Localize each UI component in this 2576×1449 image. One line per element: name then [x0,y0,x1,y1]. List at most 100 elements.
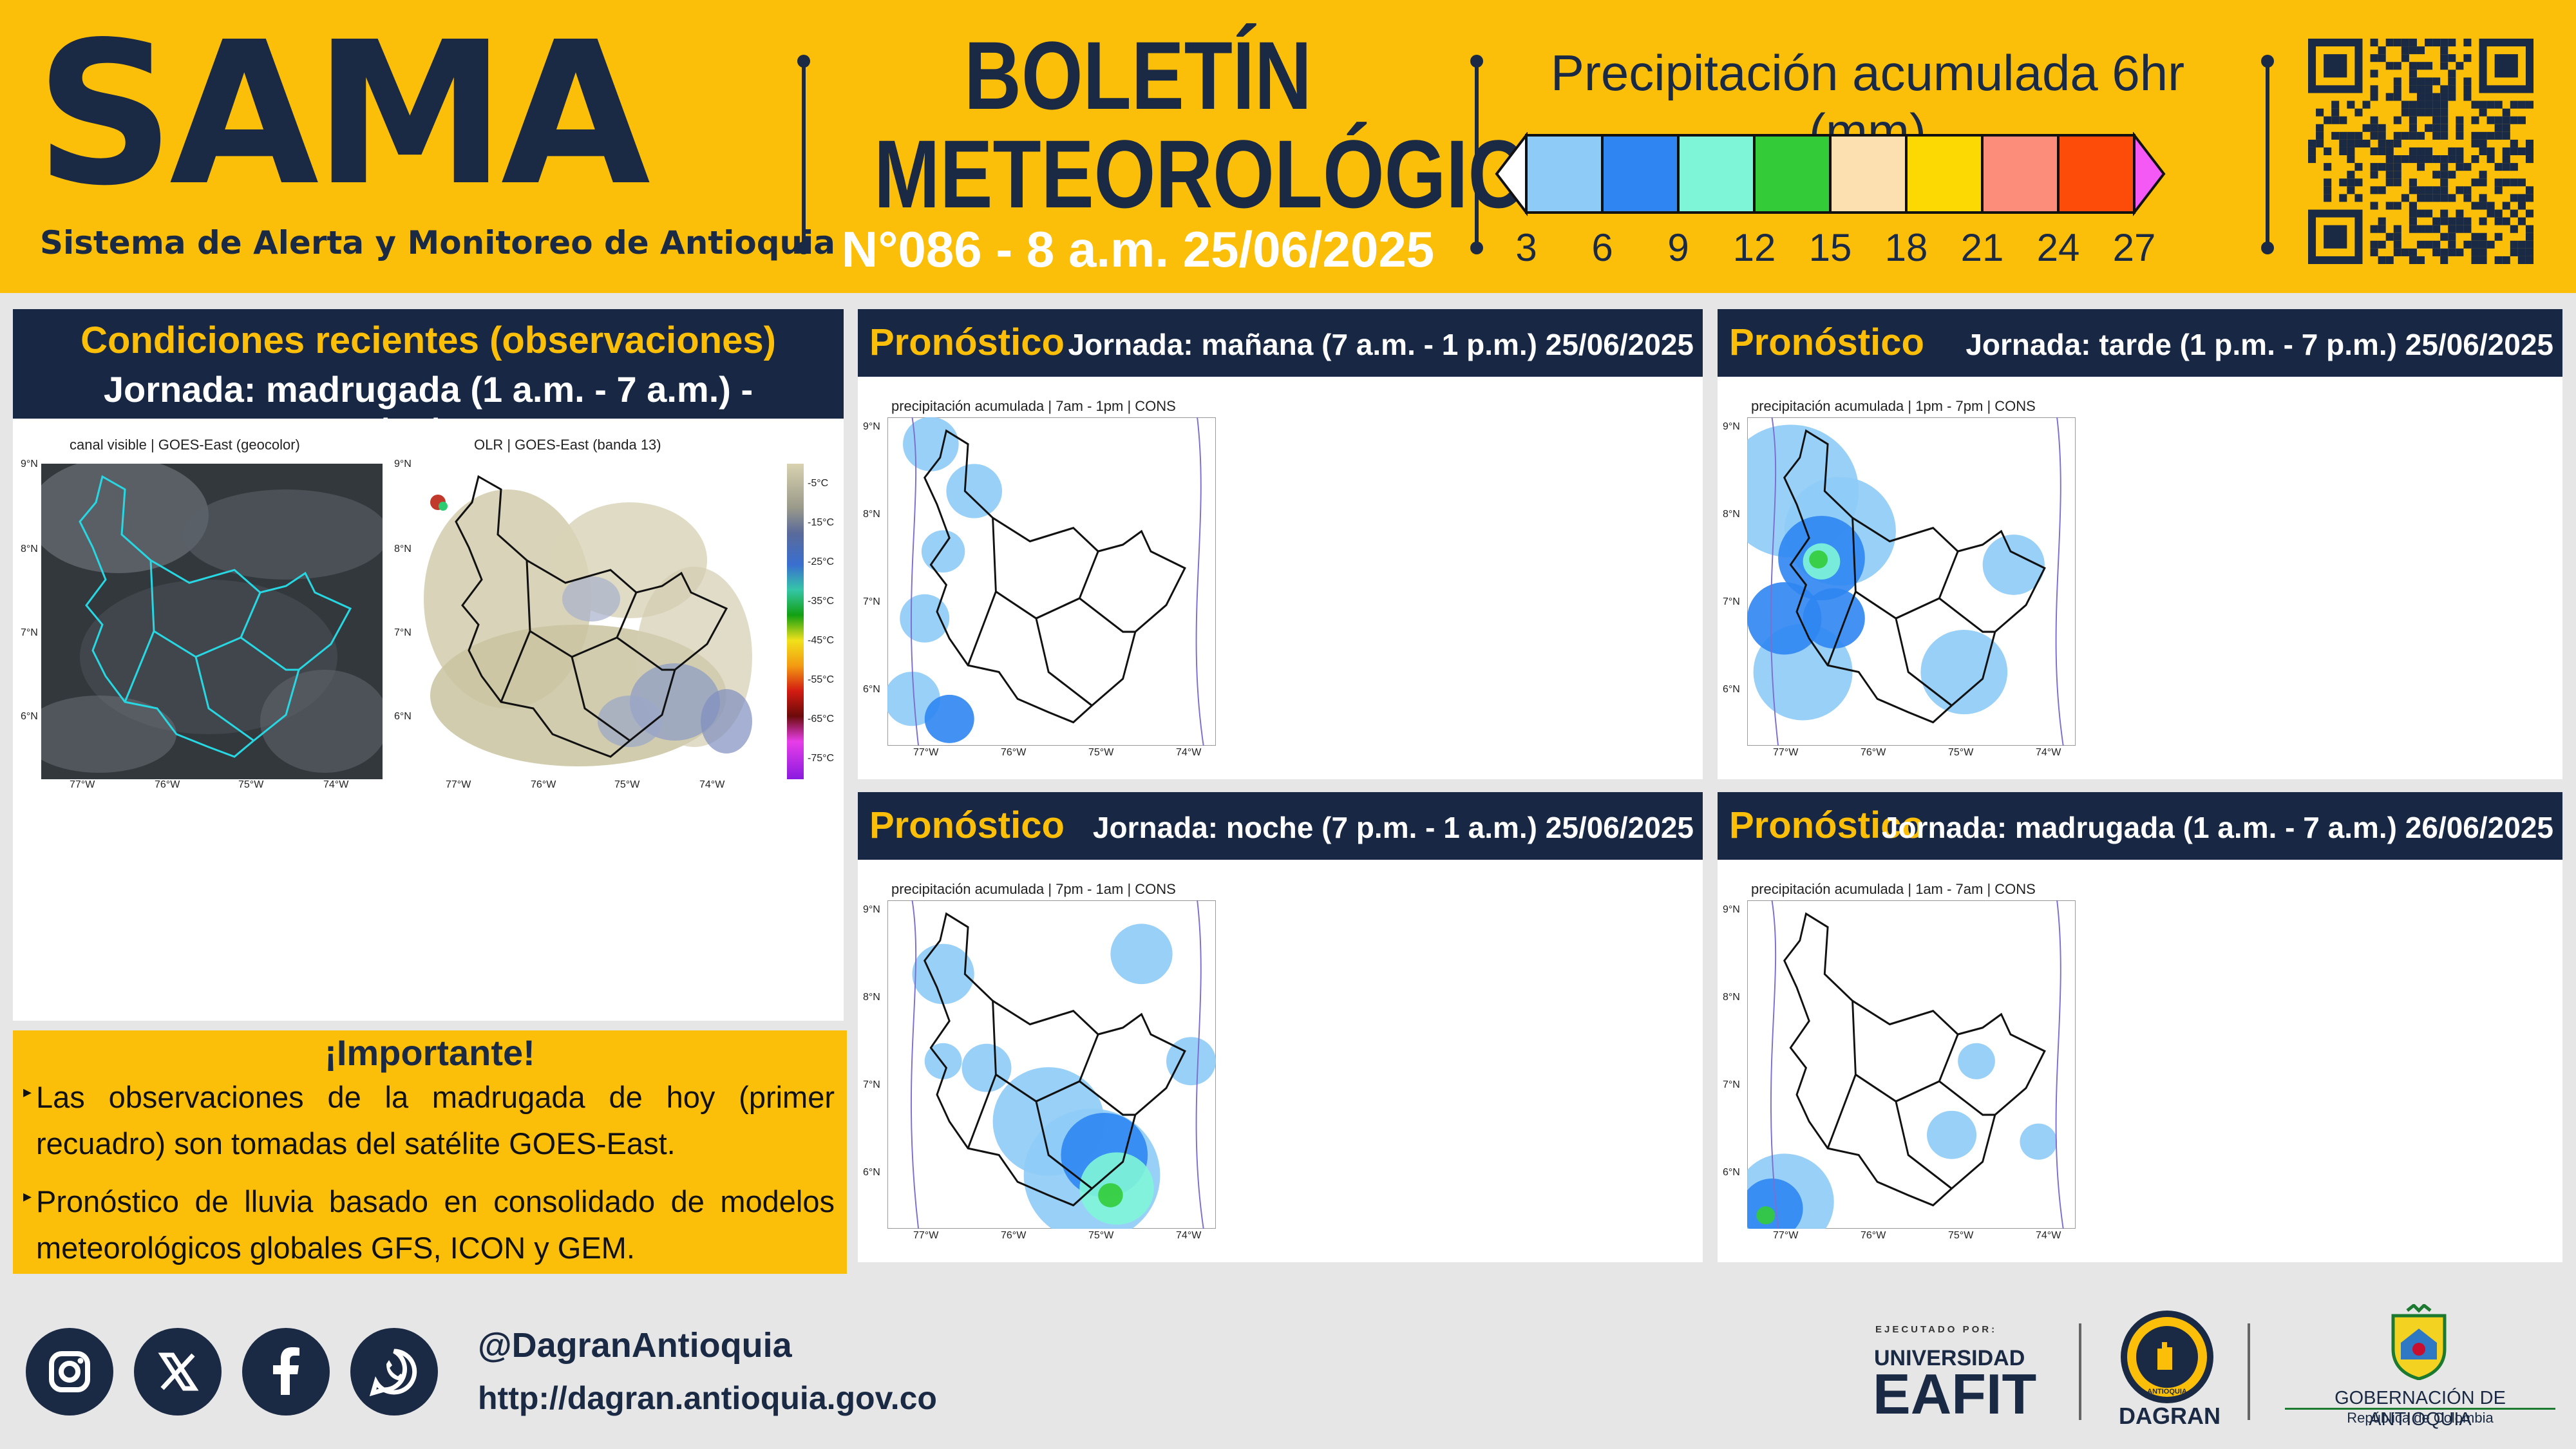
lat-tick: 7°N [21,627,38,638]
lon-tick: 76°W [1001,747,1027,758]
observations-subtitle: Jornada: madrugada (1 a.m. - 7 a.m.) - 2… [103,369,753,451]
lat-tick: 9°N [863,904,880,915]
lon-tick: 76°W [155,779,180,790]
colorbar-tick-label: 24 [2036,226,2080,269]
lat-tick: 7°N [863,1079,880,1090]
lon-tick: 74°W [699,779,725,790]
satellite-olr-map [417,464,759,779]
department-boundary [1826,518,1995,706]
olr-scale-label: -15°C [808,517,835,528]
forecast-panel: Pronóstico Jornada: noche (7 p.m. - 1 a.m… [858,792,1703,1262]
header-divider [797,55,810,254]
forecast-label: Pronóstico [1729,321,1924,363]
lon-tick: 75°W [1088,1230,1114,1241]
lon-tick: 75°W [1948,1230,1974,1241]
forecast-period: Jornada: tarde (1 p.m. - 7 p.m.) 25/06/2… [1965,328,2553,361]
lat-tick: 7°N [1723,596,1740,607]
lat-tick: 8°N [863,992,880,1003]
colorbar-bin [2057,134,2136,214]
lon-tick: 77°W [1773,1230,1799,1241]
forecast-map-caption: precipitación acumulada | 1am - 7am | CO… [1751,881,2036,897]
precip-area [1803,588,1865,649]
whatsapp-icon[interactable] [350,1328,438,1416]
visible-map-caption: canal visible | GOES-East (geocolor) [70,437,300,453]
colorbar-bin [1677,134,1756,214]
header-banner [0,0,2576,293]
lat-tick: 6°N [394,711,412,722]
precip-area [1110,923,1173,985]
lon-tick: 77°W [1773,747,1799,758]
lat-tick: 6°N [863,684,880,695]
lat-tick: 6°N [21,711,38,722]
forecast-precip-map [1747,900,2076,1229]
lat-tick: 8°N [1723,509,1740,520]
colorbar-tick-label: 9 [1667,226,1689,269]
social-handle[interactable]: @DagranAntioquia [478,1326,792,1365]
precip-area [921,530,965,573]
footer-divider [2079,1323,2081,1420]
precip-area [903,417,959,471]
lon-tick: 76°W [1861,747,1886,758]
colorbar-bin [1525,134,1604,214]
olr-scale-label: -45°C [808,635,835,646]
forecast-panel: Pronóstico Jornada: tarde (1 p.m. - 7 p.m… [1718,309,2562,779]
satellite-visible-map [41,464,383,779]
eafit-logo: EAFIT [1873,1362,2037,1426]
precip-area [1747,582,1822,655]
dagran-seal: ANTIOQUIA [2121,1311,2213,1403]
bulletin-title-line1: BOLETÍN [964,21,1312,129]
colorbar-arrow-low [1495,132,1528,216]
bullet-icon: ▸ [23,1082,32,1101]
lon-tick: 75°W [614,779,640,790]
bulletin-title-line2: METEOROLÓGICO [874,120,1587,228]
precip-area [946,464,1003,518]
olr-scale-label: -55°C [808,674,835,685]
lon-tick: 74°W [2036,747,2061,758]
forecast-precip-map [1747,417,2076,746]
precip-area [900,594,950,643]
lat-tick: 6°N [863,1167,880,1178]
precip-area [1982,535,2045,595]
lon-tick: 75°W [238,779,264,790]
sama-logo: SAMA [35,0,650,229]
lon-tick: 77°W [913,747,939,758]
instagram-icon[interactable] [26,1328,113,1416]
forecast-map-caption: precipitación acumulada | 7am - 1pm | CO… [891,398,1176,414]
facebook-icon[interactable] [242,1328,330,1416]
sama-logo-subtitle: Sistema de Alerta y Monitoreo de Antioqu… [40,224,836,261]
bulletin-number: N°086 - 8 a.m. 25/06/2025 [841,221,1435,278]
precip-colorbar [1495,132,2166,216]
forecast-map-caption: precipitación acumulada | 7pm - 1am | CO… [891,881,1176,897]
forecast-precip-map [887,900,1216,1229]
lat-tick: 7°N [1723,1079,1740,1090]
olr-map-caption: OLR | GOES-East (banda 13) [474,437,661,453]
colorbar-bin [1753,134,1832,214]
colorbar-tick-label: 3 [1515,226,1537,269]
lon-tick: 77°W [913,1230,939,1241]
lat-tick: 8°N [21,544,38,554]
lat-tick: 8°N [1723,992,1740,1003]
website-link[interactable]: http://dagran.antioquia.gov.co [478,1380,937,1416]
lon-tick: 77°W [446,779,471,790]
river-line [1770,900,2064,1229]
lon-tick: 74°W [1176,747,1202,758]
forecast-period: Jornada: mañana (7 a.m. - 1 p.m.) 25/06/… [1068,328,1694,361]
colorbar-arrow-high [2133,132,2166,216]
precip-area [1927,1110,1977,1159]
precip-area [912,943,974,1005]
colorbar-tick-label: 6 [1591,226,1613,269]
forecast-period: Jornada: noche (7 p.m. - 1 a.m.) 25/06/2… [1092,811,1694,844]
x-icon[interactable] [134,1328,222,1416]
precip-area [961,1043,1012,1092]
department-boundary [1826,1001,1995,1189]
lat-tick: 9°N [863,421,880,432]
lat-tick: 6°N [1723,1167,1740,1178]
river-line [910,900,1204,1229]
lon-tick: 76°W [531,779,556,790]
lon-tick: 77°W [70,779,95,790]
qr-code[interactable] [2308,39,2533,264]
colorbar-tick-label: 15 [1808,226,1852,269]
lon-tick: 74°W [1176,1230,1202,1241]
observations-title: Condiciones recientes (observaciones) [80,319,776,361]
lon-tick: 74°W [2036,1230,2061,1241]
